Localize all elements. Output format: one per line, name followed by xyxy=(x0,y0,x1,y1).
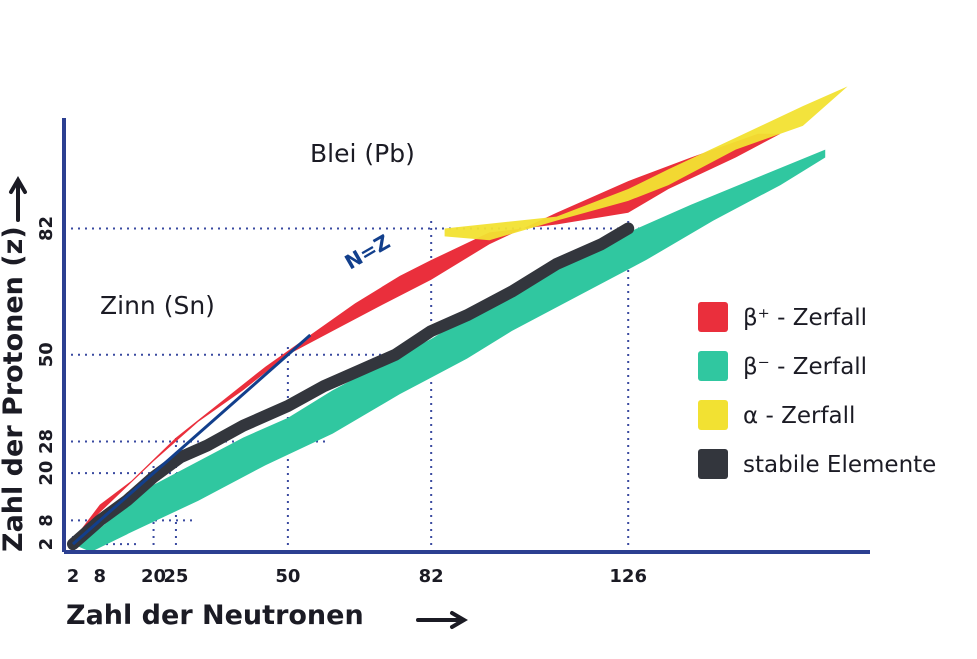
x-axis-arrow xyxy=(416,611,468,629)
legend: β⁺ - Zerfall β⁻ - Zerfall α - Zerfall stabi… xyxy=(698,302,936,479)
x-tick-label: 2 xyxy=(67,566,80,587)
y-tick-label: 8 xyxy=(36,514,57,527)
legend-label: α - Zerfall xyxy=(743,403,855,429)
y-tick-label: 50 xyxy=(36,342,57,367)
x-tick-label: 25 xyxy=(163,566,188,587)
stable-elements-band xyxy=(66,222,635,551)
x-tick-label: 20 xyxy=(141,566,166,587)
legend-swatch xyxy=(698,302,728,332)
y-tick-label: 82 xyxy=(36,216,57,241)
region-layer xyxy=(66,86,848,552)
y-axis-label: Zahl der Protonen (z) xyxy=(0,226,29,552)
x-axis-label: Zahl der Neutronen xyxy=(66,600,364,631)
y-axis-arrow xyxy=(9,176,27,222)
lead-annotation: Blei (Pb) xyxy=(310,139,415,168)
legend-label: stabile Elemente xyxy=(743,452,936,478)
legend-label: β⁻ - Zerfall xyxy=(743,354,867,380)
legend-label: β⁺ - Zerfall xyxy=(743,305,867,331)
x-tick-label: 126 xyxy=(609,566,647,587)
y-tick-label: 28 xyxy=(36,429,57,454)
y-tick-label: 20 xyxy=(36,461,57,486)
series-region-1 xyxy=(72,149,826,552)
nz-label: N=Z xyxy=(341,230,395,275)
line-layer xyxy=(71,333,312,546)
series-region-2 xyxy=(444,86,848,241)
y-tick-label: 2 xyxy=(36,538,57,551)
legend-swatch xyxy=(698,449,728,479)
x-tick-label: 50 xyxy=(275,566,300,587)
tin-annotation: Zinn (Sn) xyxy=(100,291,215,320)
x-tick-label: 82 xyxy=(419,566,444,587)
nz-line xyxy=(71,333,312,546)
x-tick-label: 8 xyxy=(94,566,107,587)
legend-swatch xyxy=(698,400,728,430)
legend-swatch xyxy=(698,351,728,381)
